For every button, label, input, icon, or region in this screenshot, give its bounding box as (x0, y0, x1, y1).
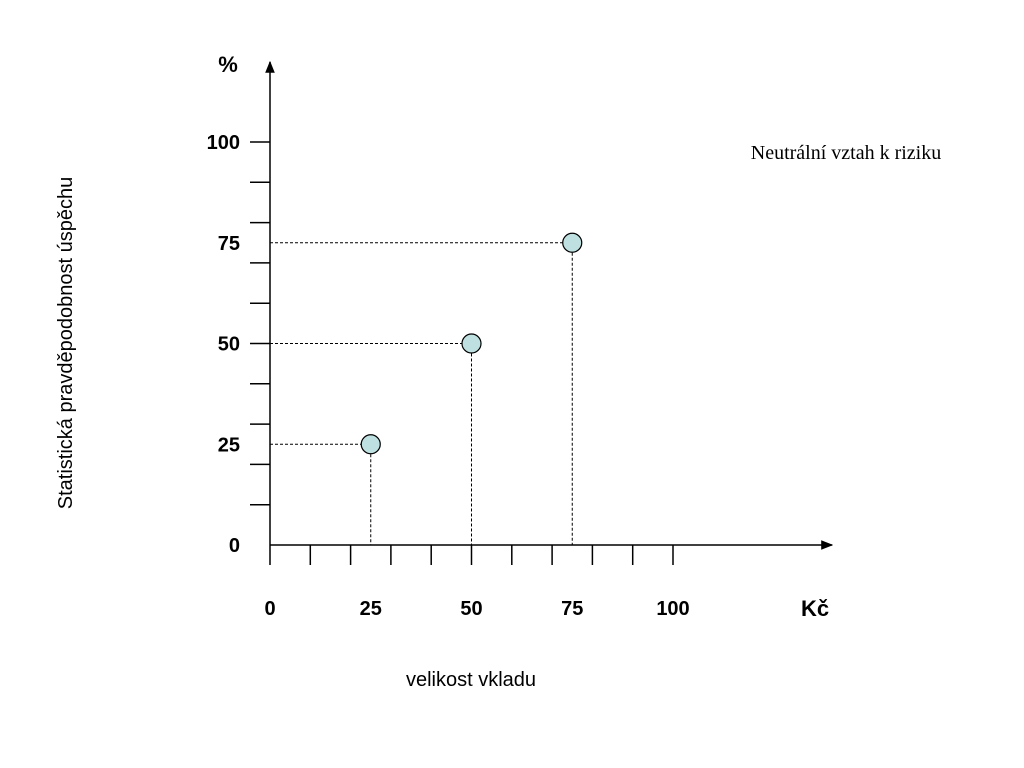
data-point (461, 333, 482, 354)
annotation-text: Neutrální vztah k riziku (751, 142, 942, 164)
x-tick-label: 50 (460, 598, 482, 620)
x-tick-label: 100 (656, 598, 689, 620)
y-tick-label: 100 (207, 132, 240, 154)
x-axis-tick-labels: 0 25 50 75 100 (264, 598, 689, 620)
x-tick-label: 0 (264, 598, 275, 620)
data-points (360, 232, 583, 455)
data-point (562, 232, 583, 253)
y-axis-ticks (250, 141, 270, 506)
data-point (360, 434, 381, 455)
guide-lines (270, 242, 573, 545)
y-unit-label: % (218, 52, 238, 77)
x-unit-label: Kč (801, 596, 829, 621)
y-tick-label: 75 (218, 233, 240, 255)
y-tick-label: 0 (229, 535, 240, 557)
x-axis-title: velikost vkladu (406, 669, 536, 691)
y-axis-title: Statistická pravděpodobnost úspěchu (55, 177, 77, 509)
x-axis-ticks (269, 545, 674, 565)
x-tick-label: 25 (360, 598, 382, 620)
y-axis-tick-labels: 0 25 50 75 100 (207, 132, 240, 557)
x-tick-label: 75 (561, 598, 583, 620)
y-tick-label: 50 (218, 334, 240, 356)
y-tick-label: 25 (218, 434, 240, 456)
